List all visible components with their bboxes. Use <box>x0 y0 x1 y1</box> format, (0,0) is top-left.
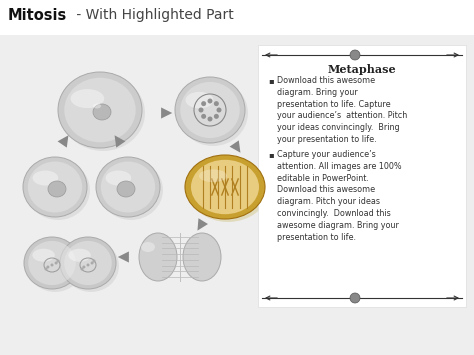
Circle shape <box>56 260 59 262</box>
Ellipse shape <box>180 82 240 138</box>
Circle shape <box>208 116 212 121</box>
Ellipse shape <box>139 233 177 281</box>
Ellipse shape <box>61 75 145 151</box>
Ellipse shape <box>63 240 119 292</box>
Circle shape <box>51 263 54 267</box>
FancyBboxPatch shape <box>258 45 466 307</box>
Ellipse shape <box>191 160 259 214</box>
Ellipse shape <box>199 169 227 182</box>
Ellipse shape <box>117 181 135 197</box>
Ellipse shape <box>64 78 136 142</box>
Circle shape <box>350 50 360 60</box>
Ellipse shape <box>175 77 245 143</box>
Circle shape <box>199 108 203 113</box>
Ellipse shape <box>185 155 265 219</box>
Ellipse shape <box>141 242 155 252</box>
Circle shape <box>208 98 212 104</box>
Text: Download this awesome
diagram. Bring your
presentation to life. Capture
your aud: Download this awesome diagram. Bring you… <box>277 76 407 144</box>
Text: - With Highlighted Part: - With Highlighted Part <box>72 8 234 22</box>
Ellipse shape <box>64 241 112 285</box>
Text: Metaphase: Metaphase <box>328 64 396 75</box>
Circle shape <box>82 266 85 268</box>
Circle shape <box>217 108 221 113</box>
Ellipse shape <box>23 157 87 217</box>
Ellipse shape <box>185 92 213 108</box>
Ellipse shape <box>99 160 163 220</box>
Circle shape <box>214 101 219 106</box>
Text: Mitosis: Mitosis <box>8 8 67 23</box>
Ellipse shape <box>93 104 111 120</box>
Text: Capture your audience’s
attention. All images are 100%
editable in PowerPoint.
D: Capture your audience’s attention. All i… <box>277 150 401 242</box>
Ellipse shape <box>26 160 90 220</box>
Circle shape <box>45 268 47 271</box>
Ellipse shape <box>60 237 116 289</box>
Ellipse shape <box>32 249 55 262</box>
Ellipse shape <box>71 89 104 108</box>
Ellipse shape <box>58 72 142 148</box>
Text: ▪: ▪ <box>268 76 273 85</box>
Ellipse shape <box>28 241 76 285</box>
Circle shape <box>214 114 219 119</box>
Ellipse shape <box>48 181 66 197</box>
Circle shape <box>91 262 93 264</box>
Circle shape <box>81 268 83 271</box>
FancyBboxPatch shape <box>0 0 474 35</box>
Ellipse shape <box>96 157 160 217</box>
Circle shape <box>55 262 57 264</box>
Ellipse shape <box>27 240 83 292</box>
Circle shape <box>92 260 95 262</box>
Ellipse shape <box>183 233 221 281</box>
Ellipse shape <box>101 162 155 213</box>
Circle shape <box>201 114 206 119</box>
Circle shape <box>86 263 90 267</box>
Ellipse shape <box>68 249 91 262</box>
Ellipse shape <box>93 104 101 109</box>
Ellipse shape <box>33 170 58 186</box>
Ellipse shape <box>106 170 131 186</box>
Circle shape <box>350 293 360 303</box>
Ellipse shape <box>24 237 80 289</box>
Ellipse shape <box>188 158 268 222</box>
Ellipse shape <box>178 80 248 146</box>
Circle shape <box>201 101 206 106</box>
Text: ▪: ▪ <box>268 150 273 159</box>
Circle shape <box>46 266 49 268</box>
FancyBboxPatch shape <box>0 35 474 355</box>
Ellipse shape <box>28 162 82 213</box>
